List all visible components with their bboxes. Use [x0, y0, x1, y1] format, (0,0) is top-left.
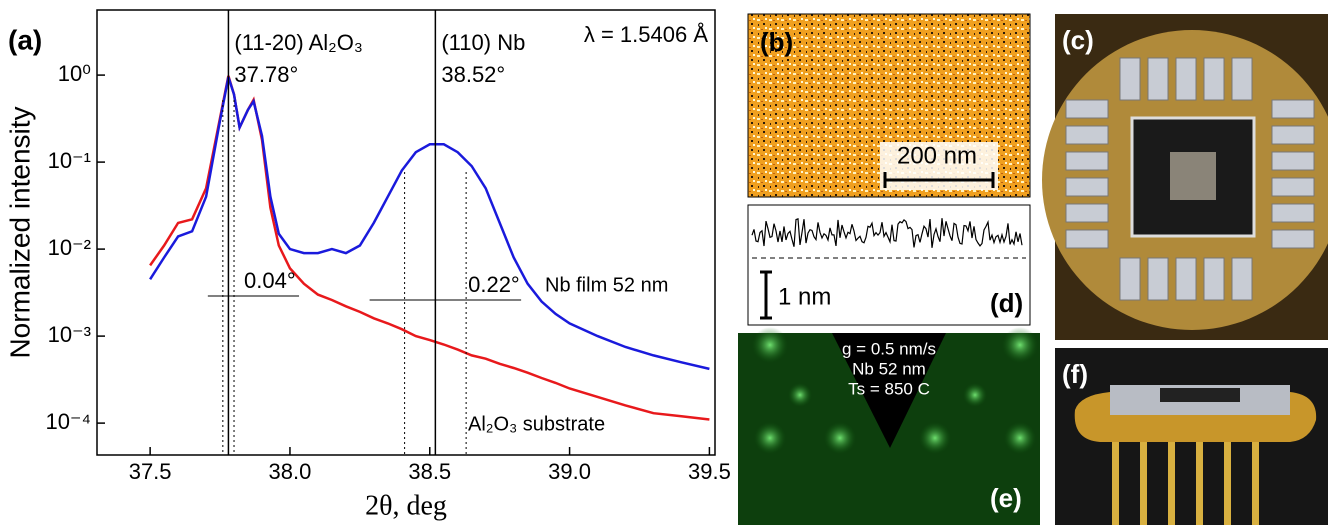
y-tick-label: 10⁻³	[48, 322, 91, 347]
fwhm-label: 0.04°	[244, 268, 296, 293]
scale-label: 1 nm	[778, 283, 831, 310]
wavelength-note: λ = 1.5406 Å	[584, 22, 708, 47]
x-tick-label: 37.5	[129, 459, 172, 484]
y-axis-label: Normalized intensity	[4, 106, 35, 358]
peak-position: 37.78°	[234, 62, 298, 87]
growth-note: Ts = 850 C	[848, 379, 930, 398]
x-tick-label: 38.0	[269, 459, 312, 484]
panel-label: (b)	[760, 27, 793, 57]
profile-frame	[747, 204, 1031, 326]
scale-label: 200 nm	[897, 142, 977, 169]
x-tick-label: 39.0	[548, 459, 591, 484]
series-label: Al₂O₃ substrate	[468, 413, 605, 435]
y-tick-label: 10⁻¹	[48, 148, 91, 173]
panel-label: (a)	[8, 24, 42, 55]
series-line	[149, 76, 710, 371]
y-tick-label: 10⁻²	[48, 235, 91, 260]
panel-label: (f)	[1062, 359, 1088, 389]
scale-bg	[880, 142, 998, 190]
y-tick-label: 10⁰	[58, 61, 91, 86]
x-tick-label: 39.5	[688, 459, 731, 484]
panel-label: (d)	[990, 288, 1023, 318]
scale-bar	[760, 270, 772, 320]
panel-label: (c)	[1062, 25, 1094, 55]
growth-note: Nb 52 nm	[852, 359, 926, 378]
fwhm-label: 0.22°	[468, 272, 520, 297]
rheed-spots	[752, 327, 1038, 454]
x-axis-label: 2θ, deg	[365, 490, 447, 521]
series-label: Nb film 52 nm	[545, 274, 668, 296]
scale-bar	[883, 172, 995, 188]
chip	[1160, 388, 1240, 402]
panel-label: (e)	[990, 483, 1022, 513]
series-line	[149, 75, 710, 421]
shadow	[832, 333, 946, 448]
pins	[1112, 440, 1259, 525]
x-tick-label: 38.5	[408, 459, 451, 484]
plot-frame	[96, 9, 716, 456]
xrd-chart: 37.5 38.0 38.5 39.0 39.5 10⁻⁴ 10⁻³ 10⁻² 10⁻¹ 10⁰ 2…	[4, 9, 731, 521]
profile-line	[751, 217, 1023, 248]
peak-label: (110) Nb	[441, 30, 525, 55]
die	[1170, 152, 1216, 200]
y-tick-label: 10⁻⁴	[45, 409, 91, 434]
pads	[1065, 57, 1315, 301]
peak-label: (11-20) Al₂O₃	[234, 30, 362, 55]
peak-position: 38.52°	[441, 62, 505, 87]
growth-note: g = 0.5 nm/s	[842, 339, 936, 358]
